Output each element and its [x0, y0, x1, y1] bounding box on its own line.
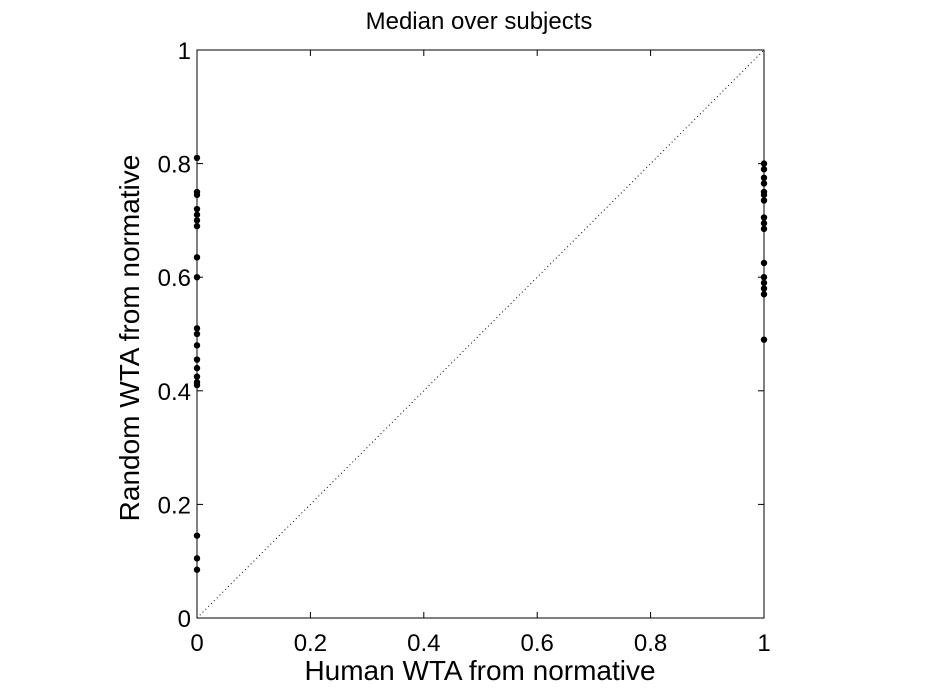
data-point	[193, 217, 201, 224]
data-point	[760, 191, 768, 199]
data-point	[193, 381, 201, 389]
data-point	[760, 285, 768, 292]
data-point	[193, 532, 201, 539]
y-tick-label: 1	[178, 38, 191, 65]
data-point	[193, 222, 201, 230]
x-tick-label: 0.8	[634, 630, 667, 657]
data-point	[193, 154, 201, 162]
data-point	[193, 325, 201, 332]
x-tick-label: 0	[190, 630, 203, 657]
data-point	[760, 174, 768, 181]
data-point	[193, 254, 201, 261]
y-tick-labels: 0 0.2 0.4 0.6 0.8 1	[158, 38, 191, 633]
x-tick-label: 0.6	[521, 630, 554, 657]
y-tick-label: 0.6	[158, 265, 191, 292]
plot-area	[193, 49, 768, 619]
chart-title: Median over subjects	[366, 8, 593, 35]
x-tick-label: 1	[757, 630, 770, 657]
data-point	[760, 214, 768, 221]
data-point	[760, 166, 768, 173]
data-point	[760, 160, 768, 167]
data-point	[760, 336, 768, 343]
data-point	[760, 291, 768, 298]
data-point	[760, 259, 768, 267]
data-point	[193, 555, 201, 562]
x-tick-labels: 0 0.2 0.4 0.6 0.8 1	[190, 630, 770, 657]
data-point	[193, 191, 201, 199]
y-tick-label: 0.4	[158, 379, 191, 406]
data-point	[193, 566, 201, 573]
y-tick-label: 0.2	[158, 492, 191, 519]
data-point	[760, 180, 768, 187]
data-point	[193, 373, 201, 380]
data-point	[193, 205, 201, 213]
data-point	[193, 330, 201, 338]
data-point	[760, 220, 768, 227]
data-point	[193, 211, 201, 218]
data-point	[193, 364, 201, 372]
y-tick-label: 0	[178, 606, 191, 633]
x-tick-label: 0.2	[294, 630, 327, 657]
data-point	[760, 274, 768, 281]
data-point	[193, 356, 201, 363]
y-tick-label: 0.8	[158, 152, 191, 179]
x-tick-label: 0.4	[407, 630, 440, 657]
data-point	[760, 225, 768, 233]
data-points	[193, 154, 768, 573]
y-axis-label: Random WTA from normative	[114, 155, 145, 522]
data-point	[760, 279, 768, 287]
data-point	[760, 197, 768, 204]
x-axis-label: Human WTA from normative	[304, 655, 655, 686]
reference-diagonal-line	[196, 49, 765, 619]
data-point	[193, 342, 201, 349]
data-point	[193, 274, 201, 281]
